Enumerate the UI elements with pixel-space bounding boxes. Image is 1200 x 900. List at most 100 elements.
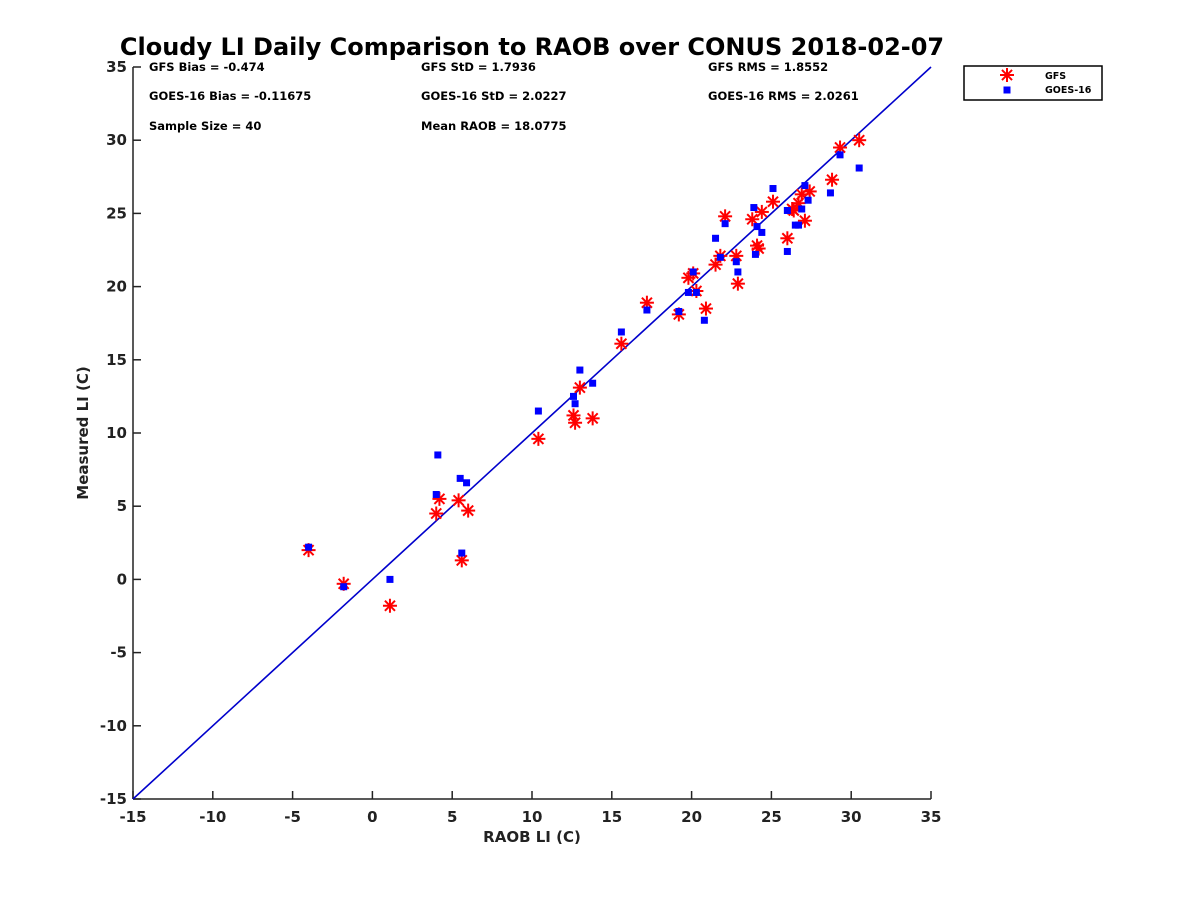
gfs-point: [730, 276, 745, 291]
x-tick-label: 10: [522, 808, 543, 826]
gfs-point: [614, 336, 629, 351]
y-tick-label: 20: [106, 278, 127, 296]
series-goes16: [305, 151, 863, 591]
goes16-point: [798, 205, 806, 213]
goes16-point: [692, 288, 700, 296]
asterisk-stroke: [709, 258, 722, 271]
legend-goes16-marker: [1003, 86, 1011, 94]
gfs-point: [754, 204, 769, 219]
y-tick-label: 35: [106, 58, 127, 76]
goes16-point: [769, 185, 777, 193]
goes16-point: [456, 474, 464, 482]
asterisk-stroke: [574, 381, 586, 394]
goes16-point: [783, 206, 791, 214]
y-axis-label: Measured LI (C): [74, 366, 92, 499]
reference-line: [132, 66, 932, 800]
goes16-point: [458, 549, 466, 557]
asterisk-stroke: [384, 600, 396, 612]
stat-goes-rms: GOES-16 RMS = 2.0261: [708, 89, 859, 103]
x-tick-label: 15: [601, 808, 622, 826]
x-ticks: -15 -10 -5 0 5 10 15 20 25 30 35: [119, 791, 941, 826]
gfs-point: [780, 231, 795, 246]
legend-gfs-label: GFS: [1045, 71, 1066, 82]
goes16-point: [795, 221, 803, 229]
asterisk-stroke: [826, 173, 838, 186]
asterisk-stroke: [430, 507, 442, 520]
gfs-point: [461, 503, 476, 518]
goes16-point: [732, 258, 740, 266]
gfs-point: [765, 194, 780, 209]
goes16-point: [716, 253, 724, 261]
y-tick-label: -10: [100, 717, 127, 735]
legend-box: [963, 65, 1103, 101]
goes16-point: [826, 189, 834, 197]
legend-goes16-label: GOES-16: [1045, 85, 1092, 96]
goes16-point: [801, 182, 809, 190]
asterisk-stroke: [781, 232, 794, 245]
asterisk-stroke: [719, 210, 731, 223]
stat-gfs-std: GFS StD = 1.7936: [421, 60, 536, 74]
asterisk-stroke: [615, 337, 628, 350]
goes16-point: [750, 204, 758, 212]
x-tick-label: 5: [447, 808, 457, 826]
gfs-point: [382, 598, 397, 613]
goes16-point: [804, 196, 812, 204]
y-tick-label: -15: [100, 790, 127, 808]
goes16-point: [432, 490, 440, 498]
y-tick-label: 10: [106, 424, 127, 442]
y-tick-label: 25: [106, 204, 127, 222]
legend-goes16-symbol: [1003, 86, 1011, 94]
asterisk-stroke: [433, 493, 446, 505]
goes16-point: [589, 379, 597, 387]
goes16-point: [386, 575, 394, 583]
x-tick-label: -15: [119, 808, 146, 826]
legend: GFS GOES-16: [963, 65, 1103, 101]
x-tick-label: -10: [199, 808, 226, 826]
goes16-point: [576, 366, 584, 374]
asterisk-stroke: [853, 134, 865, 146]
asterisk-stroke: [586, 412, 599, 425]
y-ticks: -15 -10 -5 0 5 10 15 20 25 30 35: [100, 58, 141, 808]
y-tick-label: -5: [110, 644, 127, 662]
goes16-point: [340, 583, 348, 591]
legend-gfs-marker: [1000, 68, 1014, 82]
gfs-point: [451, 493, 466, 508]
x-tick-label: 30: [841, 808, 862, 826]
gfs-point: [568, 415, 583, 430]
gfs-point: [708, 257, 723, 272]
gfs-point: [825, 172, 840, 187]
stat-goes-bias: GOES-16 Bias = -0.11675: [149, 89, 311, 103]
x-tick-label: -5: [284, 808, 301, 826]
goes16-point: [569, 392, 577, 400]
goes16-point: [463, 479, 471, 487]
gfs-point: [572, 380, 587, 395]
x-tick-label: 35: [921, 808, 942, 826]
gfs-point: [585, 411, 600, 426]
goes16-point: [751, 250, 759, 258]
asterisk-stroke: [834, 141, 846, 154]
stat-gfs-rms: GFS RMS = 1.8552: [708, 60, 828, 74]
gfs-point: [429, 506, 444, 521]
gfs-point: [531, 431, 546, 446]
y-tick-label: 30: [106, 131, 127, 149]
goes16-point: [855, 164, 863, 172]
asterisk-stroke: [746, 213, 758, 226]
stat-gfs-bias: GFS Bias = -0.474: [149, 60, 265, 74]
asterisk-stroke: [452, 494, 465, 507]
goes16-point: [753, 223, 761, 231]
x-tick-label: 25: [761, 808, 782, 826]
stat-goes-std: GOES-16 StD = 2.0227: [421, 89, 566, 103]
goes16-point: [643, 306, 651, 314]
y-tick-label: 0: [117, 570, 127, 588]
y-tick-label: 5: [117, 497, 127, 515]
asterisk-stroke: [767, 195, 779, 208]
stat-sample-size: Sample Size = 40: [149, 119, 261, 133]
asterisk-stroke: [1001, 69, 1013, 81]
asterisk-stroke: [532, 433, 545, 445]
goes16-point: [434, 451, 442, 459]
goes16-point: [700, 316, 708, 324]
goes16-point: [675, 307, 683, 315]
x-tick-label: 0: [367, 808, 377, 826]
stat-mean-raob: Mean RAOB = 18.0775: [421, 119, 567, 133]
asterisk-stroke: [462, 504, 474, 517]
